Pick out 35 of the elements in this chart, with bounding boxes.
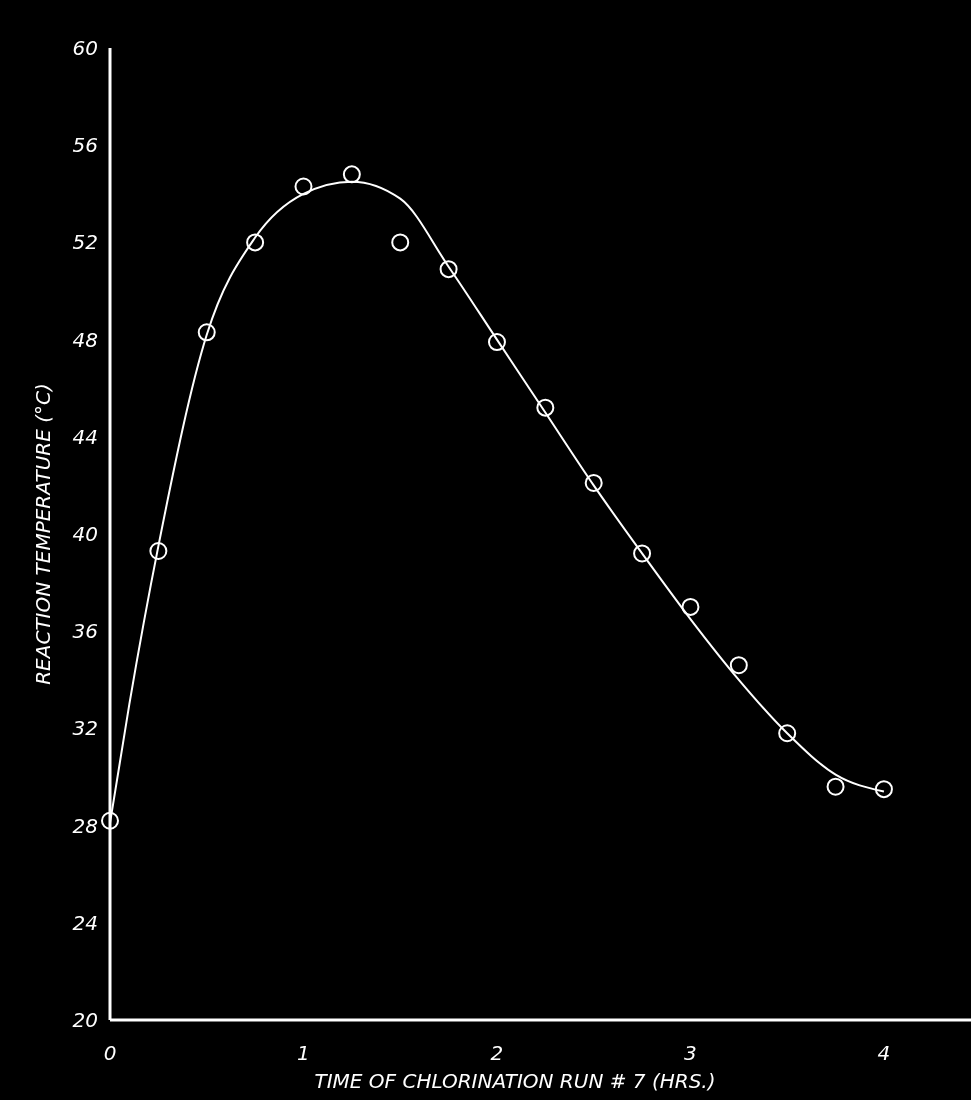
x-tick-label: 3 (684, 1041, 697, 1065)
point (342, 165, 361, 184)
y-tick-label: 32 (72, 716, 98, 741)
y-tick-label: 24 (72, 910, 98, 935)
point (439, 260, 458, 279)
point (826, 777, 845, 796)
point (729, 656, 748, 675)
point (294, 177, 313, 196)
y-tick-label: 56 (72, 133, 98, 158)
y-axis-title: REACTION TEMPERATURE (°C) (31, 383, 55, 685)
y-tick-label: 52 (72, 230, 98, 255)
y-tick-label: 44 (72, 424, 98, 449)
point (681, 597, 700, 616)
x-tick-label: 0 (103, 1041, 117, 1065)
y-tick-label: 60 (72, 36, 98, 60)
point (536, 398, 555, 417)
x-tick-label: 1 (297, 1041, 310, 1065)
y-tick-label: 40 (72, 522, 98, 546)
x-axis-title: TIME OF CHLORINATION RUN # 7 (HRS.) (314, 1069, 716, 1093)
x-tick-label: 4 (877, 1041, 891, 1065)
point (487, 333, 506, 352)
y-tick-label: 20 (72, 1008, 98, 1032)
point (584, 473, 603, 492)
point (197, 323, 216, 342)
point (101, 811, 119, 830)
point (149, 542, 168, 561)
point (391, 233, 410, 252)
point (874, 780, 893, 799)
point (778, 724, 797, 743)
point (246, 233, 265, 252)
point (633, 544, 652, 563)
y-tick-label: 28 (72, 813, 98, 838)
y-tick-label: 36 (72, 619, 98, 644)
x-tick-label: 2 (490, 1041, 504, 1065)
y-tick-label: 48 (72, 327, 98, 352)
